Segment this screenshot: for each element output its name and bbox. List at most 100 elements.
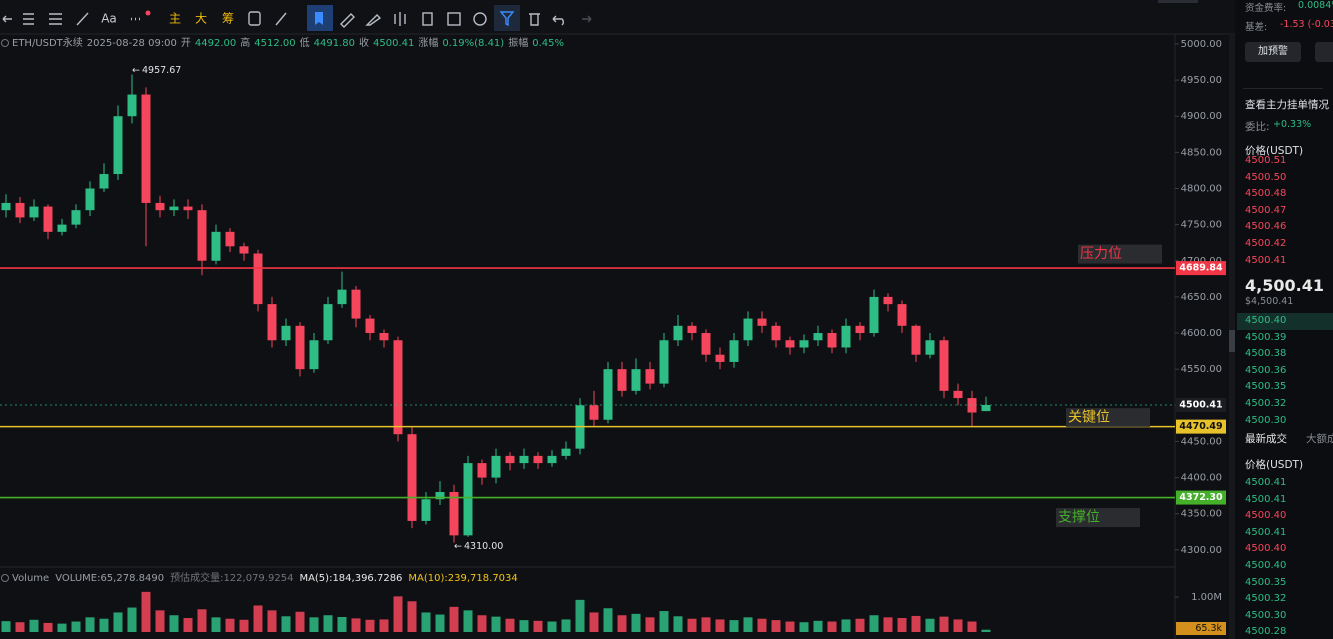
basis-value: -1.53 (-0.03 [1280,19,1333,30]
icon-pen[interactable] [365,14,382,26]
candle-body [365,318,375,334]
volume-bar [253,605,263,632]
icon-note[interactable] [447,12,461,26]
icon-undo[interactable] [552,15,564,26]
scroll-handle[interactable] [1229,330,1235,352]
chart: Aa 主大 筹 ETH/USDT永续 2025-08-28 09:00 开 4492.00 高… [0,0,1235,639]
ask-price: 4500.48 [1245,188,1287,200]
candle-body [645,369,655,384]
volume-bar [85,617,95,632]
candle-body [729,340,739,362]
y-tick-label: 4400.00 [1181,473,1222,484]
toolbar-button[interactable]: 主 [169,12,181,26]
tab-icons [1243,76,1323,89]
icon-eraser[interactable] [275,12,287,26]
bid-bg [1237,313,1333,330]
candle-body [785,340,795,348]
volume-bar [281,616,291,632]
icon-filter[interactable] [499,11,515,27]
candle-body [379,333,389,341]
volume-bar [925,618,935,632]
candle-body [659,340,669,384]
tab[interactable]: 大额成 [1306,433,1333,445]
volume-bar [911,615,921,632]
icon-menu[interactable] [23,13,34,25]
candle-body [911,325,921,355]
volume-bar [547,621,557,632]
volume-bar [729,620,739,632]
candle-body [407,434,417,521]
candle-body [393,340,403,435]
info-text: 收 [359,36,369,49]
icon-redo[interactable] [582,15,592,23]
volume-bar [631,613,641,632]
icon-delete[interactable] [529,13,540,26]
volume-bar [967,621,977,632]
volume-bar [407,601,417,632]
toolbar-button[interactable]: 大 [195,12,207,26]
icon-ruler[interactable] [340,13,355,28]
volume-bar [687,618,697,632]
volume-info: MA(10):239,718.7034 [408,573,517,584]
info-text: 4491.80 [314,38,355,49]
trade-price: 4500.40 [1245,560,1287,571]
trade-price: 4500.41 [1245,526,1287,538]
volume-bar [701,617,711,632]
icon-magnet[interactable] [473,12,487,26]
trade-price: 4500.41 [1245,477,1287,488]
volume-bar [43,622,53,632]
sidebar: 资金费率: 0.0084% 基差: -1.53 (-0.03 加预警加自查看主力挂单情况… [1237,0,1333,639]
volume-bar [491,616,501,632]
candle-body [617,369,627,391]
icon-snap[interactable] [248,11,261,26]
icon-lock[interactable] [422,12,433,26]
bid-price: 4500.39 [1245,331,1287,343]
volume-bar [127,607,137,632]
icon-filter-bg[interactable] [494,5,520,31]
candle-body [981,404,991,412]
toolbar-button[interactable]: 筹 [222,12,234,26]
volume-bar [617,615,627,632]
candle-body [687,325,697,334]
button[interactable]: 加自 [1315,42,1333,62]
volume-bar [603,608,613,632]
button[interactable]: 加预警 [1245,42,1301,62]
ratio-value: +0.33% [1273,119,1312,130]
volume-bar [169,615,179,632]
icon-back[interactable] [2,15,12,23]
volume-bar [365,619,375,632]
toolbar-icons [2,5,592,31]
volume-bar [743,617,753,632]
candle-body [295,325,305,370]
icon-candle[interactable] [394,12,406,26]
icon-list[interactable] [49,13,62,25]
volume-bar [477,615,487,632]
candle-body [743,318,753,341]
toolbar-button[interactable]: Aa [101,12,117,26]
candle-body [197,210,207,261]
volume-bar [211,617,221,632]
depth-link[interactable]: 查看主力挂单情况 [1245,99,1329,111]
volume-info: MA(5):184,396.7286 [299,573,402,584]
candle-body [547,455,557,464]
y-tick-label: 4300.00 [1181,545,1222,556]
trades-header: 价格(USDT) [1245,459,1304,471]
ask-price: 4500.50 [1245,171,1287,183]
volume-bar [267,610,277,632]
volume-bar [71,621,81,632]
bid-price: 4500.38 [1245,348,1287,360]
volume-bar [57,623,67,632]
volume-bar [113,612,123,632]
info-text: 4500.41 [373,38,414,49]
tab[interactable]: 最新成交 [1245,433,1287,445]
y-tick-label: 4750.00 [1181,220,1222,231]
y-tick-label: 4650.00 [1181,292,1222,303]
candle-body [631,369,641,391]
volume-bar [1,621,11,632]
candle-body [71,210,81,225]
candle-body [603,369,613,420]
volume-bar [645,617,655,632]
annotation-label: 4957.67 [142,65,181,76]
candle-body [1,202,11,211]
icon-line[interactable] [76,12,89,26]
